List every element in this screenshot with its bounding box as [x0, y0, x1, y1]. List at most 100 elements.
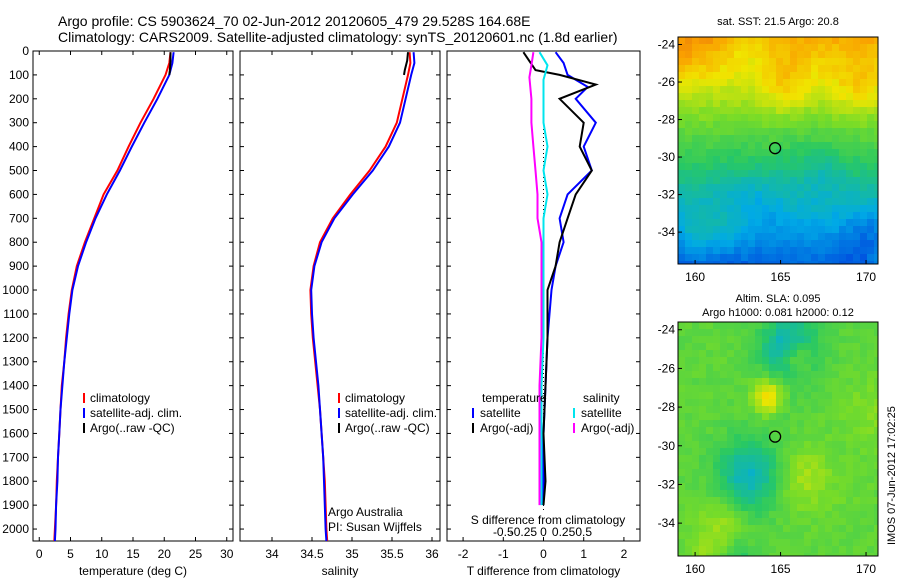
sla_map-cell [860, 525, 867, 532]
sst_map-cell [818, 58, 825, 65]
sla_map-cell [769, 406, 776, 413]
sst_map-cell [741, 72, 748, 79]
sst_map-cell [846, 142, 853, 149]
sst_map-cell [811, 37, 818, 44]
sst_map-cell [832, 79, 839, 86]
sla_map-cell [755, 385, 762, 392]
sla_map-panel [677, 321, 879, 557]
sst_map-cell [734, 205, 741, 212]
sst_map-cell [797, 114, 804, 121]
sst_map-cell [706, 254, 713, 261]
sst_map-cell [692, 163, 699, 170]
sla_map-cell [776, 462, 783, 469]
sst_map-cell [832, 177, 839, 184]
sst_map-cell [797, 51, 804, 58]
sst_map-cell [818, 51, 825, 58]
sst_map-cell [734, 233, 741, 240]
sla_map-cell [762, 371, 769, 378]
sst_map-cell [867, 121, 874, 128]
sla_map-cell [741, 329, 748, 336]
sst_map-cell [846, 58, 853, 65]
sst_map-cell [713, 79, 720, 86]
sla_map-cell [685, 448, 692, 455]
sst_map-cell [741, 79, 748, 86]
sst_map-cell [846, 198, 853, 205]
sst_map-cell [867, 51, 874, 58]
sla_map-cell [685, 518, 692, 525]
sla_map-cell [874, 455, 878, 462]
sst_map-cell [692, 170, 699, 177]
sst_map-cell [776, 205, 783, 212]
sst_map-cell [769, 212, 776, 219]
sla_map-cell [685, 357, 692, 364]
sst_map-cell [804, 191, 811, 198]
sla_map-cell [818, 364, 825, 371]
sla_map-cell [678, 504, 685, 511]
sla_map-cell [713, 441, 720, 448]
sla_map-cell [832, 322, 839, 329]
sst_map-cell [867, 261, 874, 264]
depth-tick-label: 100 [9, 68, 29, 82]
diff-legend-title-temperature: temperature [482, 391, 547, 405]
sst_map-cell [678, 240, 685, 247]
sst_map-cell [839, 205, 846, 212]
sla_map-cell [678, 532, 685, 539]
sst_map-cell [804, 261, 811, 264]
sst_map-cell [755, 170, 762, 177]
sla_map-cell [769, 329, 776, 336]
sla_map-cell [713, 399, 720, 406]
sst_map-cell [776, 44, 783, 51]
sst_map-cell [727, 226, 734, 233]
sst_map-cell [692, 156, 699, 163]
sst_map-cell [713, 100, 720, 107]
sla_map-cell [776, 518, 783, 525]
temperature-xtick-label: 5 [67, 547, 74, 561]
sst_map-cell [734, 86, 741, 93]
depth-tick-label: 1100 [3, 307, 29, 321]
sla_map-cell [839, 413, 846, 420]
sla_map-cell [685, 469, 692, 476]
sla_map-cell [685, 434, 692, 441]
sla_map-cell [797, 539, 804, 546]
sst_map-cell [755, 86, 762, 93]
figure-title-line1: Argo profile: CS 5903624_70 02-Jun-2012 … [58, 13, 531, 29]
sla_map-cell [783, 399, 790, 406]
sst_map-cell [685, 100, 692, 107]
sst_map-cell [734, 261, 741, 264]
sst_map-cell [874, 44, 878, 51]
sla_map-cell [846, 364, 853, 371]
sst_map-cell [706, 212, 713, 219]
sst_map-cell [860, 163, 867, 170]
sla_map-cell [790, 343, 797, 350]
sla_map-cell [727, 329, 734, 336]
sst_map-cell [818, 142, 825, 149]
sst_map-cell [692, 58, 699, 65]
sla_map-cell [797, 518, 804, 525]
sst_map-cell [874, 72, 878, 79]
sla_map-cell [776, 392, 783, 399]
sla_map-cell [846, 497, 853, 504]
sla_map-cell [685, 539, 692, 546]
sst_map-cell [727, 240, 734, 247]
sst_map-cell [720, 254, 727, 261]
sla_map-cell [867, 518, 874, 525]
sst_map-cell [846, 100, 853, 107]
sst_map-cell [685, 86, 692, 93]
sla_map-cell [727, 336, 734, 343]
salinity-xtick-label: 34 [265, 547, 279, 561]
sst_map-cell [685, 212, 692, 219]
sla_map-cell [874, 385, 878, 392]
sla_map-cell [762, 399, 769, 406]
sst_map-cell [867, 219, 874, 226]
sst_map-cell [720, 121, 727, 128]
sst_map-cell [811, 261, 818, 264]
sla_map-cell [776, 490, 783, 497]
sst_map-cell [839, 156, 846, 163]
sla_map-cell [748, 413, 755, 420]
sst_map-cell [818, 198, 825, 205]
sla_map-cell [790, 490, 797, 497]
sla_map-cell [790, 392, 797, 399]
sst_map-cell [727, 254, 734, 261]
sla_map-cell [748, 385, 755, 392]
sla_map-cell [748, 553, 755, 556]
